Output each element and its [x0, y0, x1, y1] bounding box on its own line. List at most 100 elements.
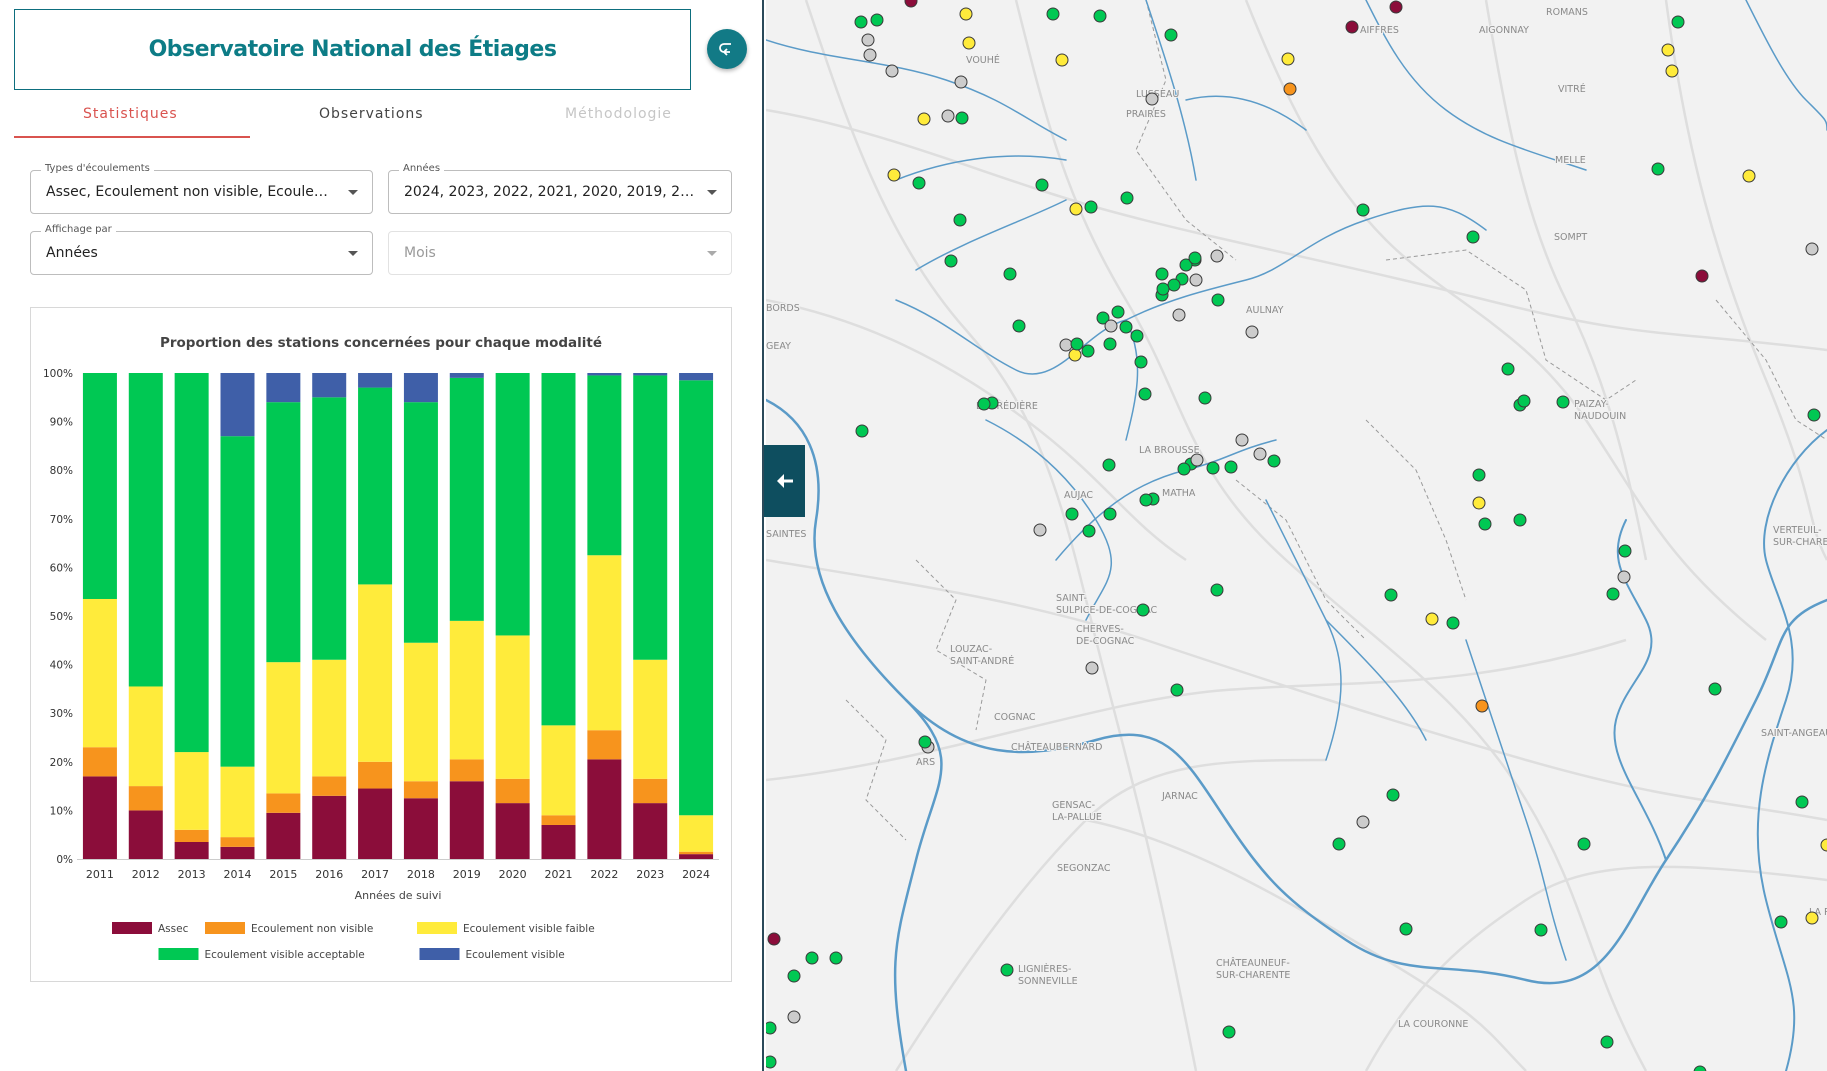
place-label: MELLE: [1555, 155, 1586, 166]
place-label: GEAY: [766, 341, 791, 352]
bar-segment: [541, 815, 576, 825]
y-tick-label: 10%: [50, 805, 73, 817]
bar-segment: [220, 436, 255, 767]
station-marker-no_data: [1356, 815, 1370, 829]
place-label: LA BROUSSE: [1139, 445, 1200, 456]
y-tick-label: 50%: [50, 611, 73, 623]
annees-label: Années: [399, 163, 445, 174]
station-marker-acceptable: [1093, 9, 1107, 23]
place-label: VERTEUIL-: [1773, 525, 1822, 536]
station-marker-no_data: [1253, 447, 1267, 461]
station-marker-acceptable: [1224, 460, 1238, 474]
station-marker-acceptable: [1065, 507, 1079, 521]
place-label: AULNAY: [1246, 305, 1284, 316]
station-marker-faible: [1820, 838, 1827, 852]
y-tick-label: 90%: [50, 417, 73, 429]
y-tick-label: 60%: [50, 562, 73, 574]
x-tick-label: 2012: [132, 868, 160, 881]
place-label: ARS: [916, 757, 935, 768]
station-marker-acceptable: [854, 15, 868, 29]
x-tick-label: 2023: [636, 868, 664, 881]
boundary: [1235, 479, 1367, 641]
station-marker-acceptable: [1356, 203, 1370, 217]
station-marker-acceptable: [1046, 7, 1060, 21]
place-label: AIFFRES: [1360, 25, 1399, 36]
bar-segment: [449, 373, 484, 378]
station-marker-no_data: [941, 109, 955, 123]
y-tick-label: 80%: [50, 465, 73, 477]
station-marker-assec: [767, 932, 781, 946]
place-label: DE-COGNAC: [1076, 636, 1135, 647]
road: [766, 298, 1187, 562]
station-marker-no_data: [1189, 273, 1203, 287]
bar-segment: [587, 375, 622, 556]
station-marker-acceptable: [1795, 795, 1809, 809]
boundary: [845, 699, 907, 841]
map-canvas[interactable]: AIFFRES AIGONNAYROMANSVOUHÉLUSSEAUPRAIRES…: [766, 0, 1827, 1071]
station-marker-acceptable: [1084, 200, 1098, 214]
place-label: SOMPT: [1554, 232, 1587, 243]
station-marker-no_data: [1210, 249, 1224, 263]
affichage-par-label: Affichage par: [41, 224, 116, 235]
station-marker-acceptable: [1501, 362, 1515, 376]
station-marker-assec: [1389, 0, 1403, 14]
station-marker-acceptable: [1211, 293, 1225, 307]
back-button[interactable]: [707, 29, 747, 69]
place-label: COGNAC: [994, 712, 1036, 723]
station-marker-acceptable: [1155, 267, 1169, 281]
types-ecoulements-select[interactable]: Types d'écoulements Assec, Ecoulement no…: [30, 163, 373, 214]
annees-select[interactable]: Années 2024, 2023, 2022, 2021, 2020, 201…: [388, 163, 732, 214]
x-tick-label: 2022: [590, 868, 618, 881]
road: [1664, 0, 1827, 561]
station-marker-acceptable: [1774, 915, 1788, 929]
station-marker-acceptable: [1177, 462, 1191, 476]
map-rivers: [766, 0, 1827, 1071]
affichage-par-select[interactable]: Affichage par Années: [30, 224, 373, 275]
legend-label: Ecoulement visible acceptable: [205, 949, 365, 961]
tab-methodologie: Méthodologie: [565, 106, 672, 122]
legend-swatch: [112, 922, 152, 934]
boundary: [1385, 249, 1637, 401]
station-marker-acceptable: [918, 735, 932, 749]
station-marker-acceptable: [1120, 191, 1134, 205]
bar-segment: [541, 824, 576, 859]
bar-segment: [128, 373, 163, 687]
station-marker-acceptable: [1138, 387, 1152, 401]
station-marker-no_data: [1190, 453, 1204, 467]
bar-segment: [495, 803, 530, 859]
bar-segment: [403, 642, 438, 782]
station-marker-no_data: [1235, 433, 1249, 447]
legend-swatch: [417, 922, 457, 934]
place-label: ROMANS: [1546, 7, 1588, 18]
station-marker-faible: [887, 168, 901, 182]
place-label: GENSAC-: [1052, 800, 1095, 811]
tab-bar: Statistiques Observations Méthodologie: [14, 100, 748, 140]
station-marker-acceptable: [787, 969, 801, 983]
station-marker-acceptable: [1386, 788, 1400, 802]
station-marker-faible: [1055, 53, 1069, 67]
bar-segment: [266, 812, 301, 859]
bar-segment: [633, 778, 668, 804]
tab-observations[interactable]: Observations: [319, 106, 424, 122]
station-marker-acceptable: [1012, 319, 1026, 333]
station-marker-acceptable: [1618, 544, 1632, 558]
station-marker-acceptable: [1198, 391, 1212, 405]
station-marker-acceptable: [1167, 278, 1181, 292]
bar-segment: [679, 380, 714, 816]
types-ecoulements-value: Assec, Ecoulement non visible, Ecoulemen…: [46, 184, 336, 200]
bar-segment: [633, 373, 668, 376]
map-view[interactable]: AIFFRES AIGONNAY ROMANS VOUHÉ LUSSEAU PRAIRES…: [766, 0, 1827, 1071]
river: [915, 199, 1067, 271]
station-marker-no_data: [1805, 242, 1819, 256]
collapse-panel-button[interactable]: [764, 445, 805, 517]
tab-statistiques[interactable]: Statistiques: [83, 106, 178, 122]
road: [766, 108, 1827, 352]
station-marker-acceptable: [1517, 394, 1531, 408]
bar-segment: [495, 373, 530, 636]
y-tick-label: 40%: [50, 660, 73, 672]
station-marker-faible: [1472, 496, 1486, 510]
place-label: VOUHÉ: [966, 54, 1000, 66]
arrow-left-icon: [776, 474, 793, 488]
station-marker-acceptable: [1188, 251, 1202, 265]
annees-value: 2024, 2023, 2022, 2021, 2020, 2019, 2018…: [404, 184, 696, 200]
